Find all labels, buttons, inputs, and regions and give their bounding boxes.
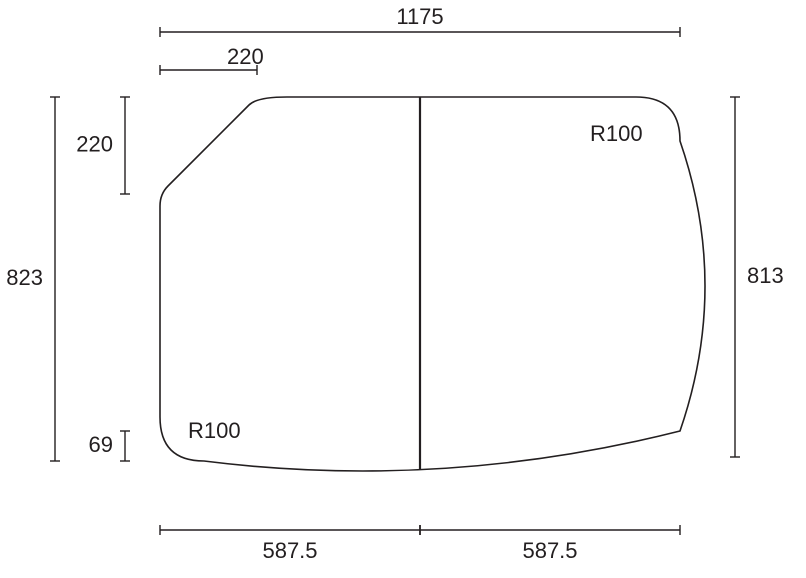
label-left-sub1: 220 [76, 131, 113, 156]
label-right-full: 813 [747, 263, 784, 288]
label-top-full: 1175 [396, 4, 443, 29]
shape-outline [160, 97, 705, 471]
label-r-bot-left: R100 [188, 418, 241, 443]
label-bot-left: 587.5 [262, 538, 317, 563]
label-left-full: 823 [6, 265, 43, 290]
label-left-sub2: 69 [89, 432, 113, 457]
label-r-top-right: R100 [590, 121, 643, 146]
label-top-sub: 220 [227, 44, 264, 69]
label-bot-right: 587.5 [522, 538, 577, 563]
